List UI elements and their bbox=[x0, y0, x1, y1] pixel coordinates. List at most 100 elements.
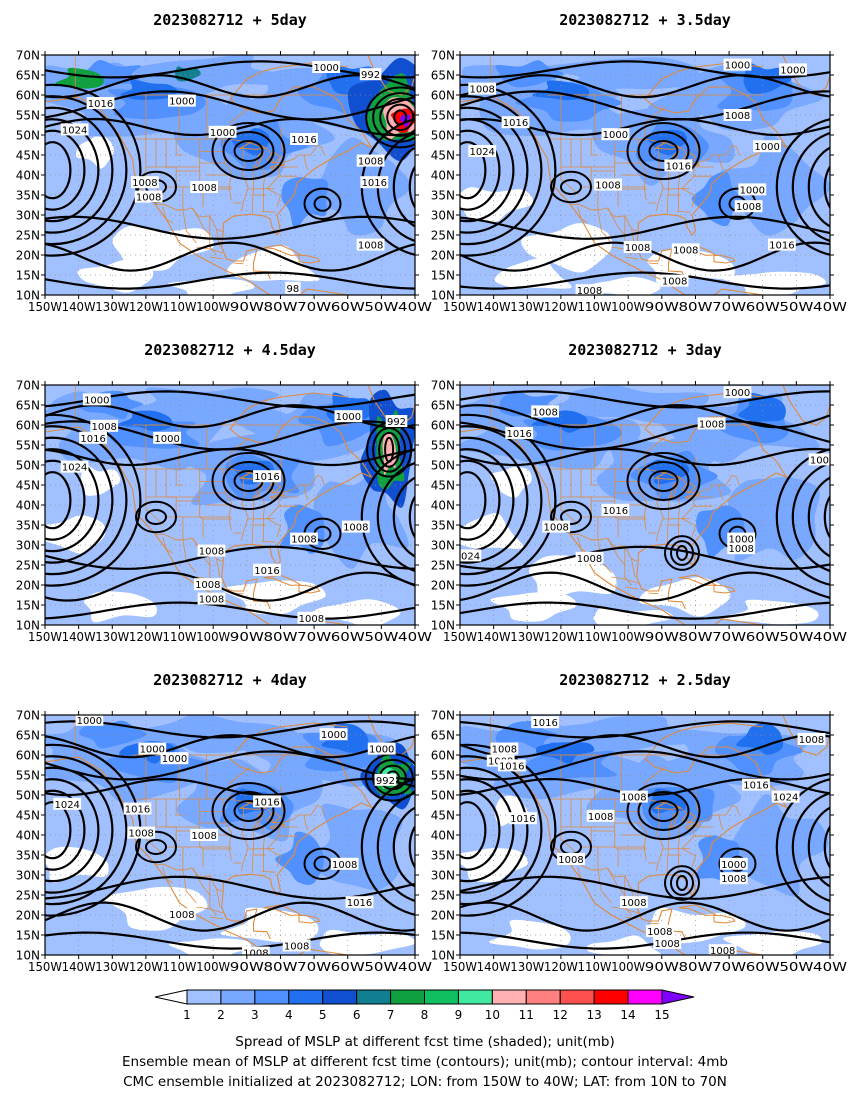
lat-tick-label: 50N bbox=[431, 789, 455, 803]
lon-tick-label: 150W bbox=[28, 630, 62, 644]
lon-tick-label: 120W bbox=[544, 630, 578, 644]
contour-label: 1008 bbox=[662, 277, 687, 288]
lon-tick-label: 70W bbox=[712, 630, 746, 644]
contour-label: 1024 bbox=[62, 125, 87, 136]
contour-label: 1016 bbox=[603, 506, 628, 517]
lat-tick-label: 65N bbox=[16, 729, 40, 743]
lat-tick-label: 70N bbox=[16, 49, 40, 63]
lat-tick-label: 60N bbox=[431, 749, 455, 763]
contour-label: 1000 bbox=[728, 535, 753, 546]
contour-label: 992 bbox=[387, 417, 406, 428]
colorbar-swatch bbox=[525, 989, 561, 1005]
contour-label: 1024 bbox=[455, 551, 480, 562]
lat-tick-label: 65N bbox=[16, 69, 40, 83]
lat-tick-label: 25N bbox=[431, 229, 455, 243]
contour-label: 1008 bbox=[721, 874, 746, 885]
lon-tick-label: 150W bbox=[443, 630, 477, 644]
lon-tick-label: 50W bbox=[364, 300, 398, 314]
map-panel-5: 2023082712 + 4day10001000100010001000992… bbox=[16, 671, 432, 974]
contour-label: 1008 bbox=[621, 793, 646, 804]
lon-tick-label: 40W bbox=[398, 300, 432, 314]
contour-label: 1016 bbox=[666, 161, 691, 172]
contour-label: 1008 bbox=[647, 927, 672, 938]
lon-tick-label: 60W bbox=[746, 960, 780, 974]
lon-tick-label: 130W bbox=[95, 300, 129, 314]
lat-tick-label: 45N bbox=[16, 149, 40, 163]
lat-tick-label: 20N bbox=[431, 579, 455, 593]
contour-label: 1008 bbox=[191, 183, 216, 194]
colorbar-swatch bbox=[254, 989, 290, 1005]
contour-label: 1024 bbox=[773, 793, 798, 804]
contour-label: 1016 bbox=[743, 781, 768, 792]
lon-tick-label: 50W bbox=[779, 300, 813, 314]
colorbar-label: 3 bbox=[251, 1008, 259, 1022]
lat-tick-label: 10N bbox=[16, 289, 40, 303]
lat-tick-label: 30N bbox=[16, 209, 40, 223]
lon-tick-label: 140W bbox=[62, 630, 96, 644]
contour-label: 1008 bbox=[558, 855, 583, 866]
lat-tick-label: 55N bbox=[16, 109, 40, 123]
contour-label: 1000 bbox=[77, 716, 102, 727]
lon-tick-label: 110W bbox=[163, 630, 197, 644]
lat-tick-label: 60N bbox=[431, 419, 455, 433]
colorbar-label: 9 bbox=[455, 1008, 463, 1022]
colorbar-swatch bbox=[186, 989, 222, 1005]
lon-tick-label: 50W bbox=[779, 630, 813, 644]
lat-tick-label: 25N bbox=[431, 889, 455, 903]
lon-tick-label: 120W bbox=[544, 300, 578, 314]
lon-tick-label: 110W bbox=[578, 960, 612, 974]
lon-tick-label: 110W bbox=[578, 630, 612, 644]
lon-tick-label: 140W bbox=[477, 960, 511, 974]
panel-title: 2023082712 + 2.5day bbox=[559, 671, 731, 689]
contour-label: 1000 bbox=[780, 65, 805, 76]
contour-label: 992 bbox=[376, 776, 395, 787]
colorbar-swatch bbox=[559, 989, 595, 1005]
lat-tick-label: 15N bbox=[16, 269, 40, 283]
contour-label: 1008 bbox=[810, 455, 835, 466]
caption-line-2: Ensemble mean of MSLP at different fcst … bbox=[122, 1054, 728, 1070]
lat-tick-label: 15N bbox=[431, 929, 455, 943]
contour-label: 1000 bbox=[721, 860, 746, 871]
lat-tick-label: 30N bbox=[431, 209, 455, 223]
lat-tick-label: 50N bbox=[16, 129, 40, 143]
colorbar-swatch bbox=[424, 989, 459, 1005]
lat-tick-label: 10N bbox=[16, 619, 40, 633]
contour-label: 1024 bbox=[62, 463, 87, 474]
colorbar-label: 2 bbox=[217, 1008, 225, 1022]
lat-tick-label: 15N bbox=[431, 269, 455, 283]
lat-tick-label: 30N bbox=[431, 869, 455, 883]
lat-tick-label: 50N bbox=[16, 459, 40, 473]
lat-tick-label: 25N bbox=[16, 229, 40, 243]
lon-tick-label: 130W bbox=[510, 300, 544, 314]
map-panel-4: 2023082712 + 3day10001008101610081016100… bbox=[431, 341, 847, 644]
lon-tick-label: 150W bbox=[443, 300, 477, 314]
lon-tick-label: 130W bbox=[95, 960, 129, 974]
lat-tick-label: 40N bbox=[431, 829, 455, 843]
lat-tick-label: 70N bbox=[431, 379, 455, 393]
lat-tick-label: 30N bbox=[431, 539, 455, 553]
lat-tick-label: 45N bbox=[16, 809, 40, 823]
lat-tick-label: 30N bbox=[16, 869, 40, 883]
contour-label: 1008 bbox=[343, 523, 368, 534]
contour-label: 1000 bbox=[140, 745, 165, 756]
contour-label: 1008 bbox=[299, 614, 324, 625]
colorbar: 1 2 3 4 5 6 7 8 9 10 11 12 13 14 15 bbox=[154, 989, 695, 1022]
lat-tick-label: 20N bbox=[431, 909, 455, 923]
contour-labels: 1000 1000 1008 1016 1024 1000 1008 1016 1000 1008… bbox=[468, 58, 807, 295]
lat-tick-label: 45N bbox=[431, 479, 455, 493]
colorbar-label: 13 bbox=[587, 1008, 602, 1022]
lat-tick-label: 45N bbox=[431, 149, 455, 163]
colorbar-swatch bbox=[220, 989, 256, 1005]
lat-tick-label: 55N bbox=[16, 439, 40, 453]
lon-tick-label: 50W bbox=[779, 960, 813, 974]
lat-tick-label: 35N bbox=[431, 189, 455, 203]
colorbar-label: 15 bbox=[654, 1008, 669, 1022]
lon-tick-label: 100W bbox=[196, 960, 230, 974]
lat-tick-label: 35N bbox=[16, 519, 40, 533]
contour-label: 1016 bbox=[347, 898, 372, 909]
lat-tick-label: 35N bbox=[431, 519, 455, 533]
lat-tick-label: 70N bbox=[16, 379, 40, 393]
contour-label: 1000 bbox=[369, 745, 394, 756]
colorbar-label: 12 bbox=[553, 1008, 568, 1022]
lat-tick-label: 50N bbox=[431, 129, 455, 143]
